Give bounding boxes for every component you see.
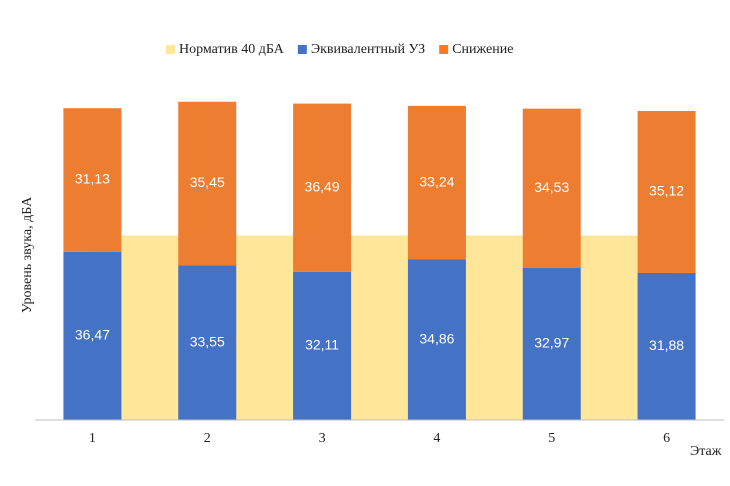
data-label: 32,11 bbox=[305, 337, 339, 353]
legend-label: Норматив 40 дБА bbox=[179, 42, 285, 57]
legend-swatch bbox=[439, 45, 449, 54]
legend-label: Снижение bbox=[452, 42, 513, 57]
x-tick-label: 6 bbox=[663, 431, 670, 446]
legend-swatch bbox=[166, 45, 175, 54]
data-label: 31,88 bbox=[649, 337, 684, 353]
data-label: 36,47 bbox=[75, 327, 110, 343]
x-tick-label: 3 bbox=[319, 431, 326, 446]
bar bbox=[522, 267, 581, 420]
bar bbox=[407, 105, 466, 260]
legend-swatch bbox=[297, 45, 307, 54]
x-tick-label: 4 bbox=[433, 431, 440, 446]
bar bbox=[522, 108, 581, 268]
bar bbox=[63, 108, 122, 252]
bar bbox=[407, 259, 466, 420]
x-tick-label: 1 bbox=[89, 431, 96, 446]
bar bbox=[637, 110, 696, 273]
x-tick-label: 2 bbox=[204, 431, 211, 446]
bar bbox=[293, 271, 352, 420]
data-label: 34,53 bbox=[534, 179, 569, 195]
data-label: 31,13 bbox=[75, 171, 110, 187]
data-label: 34,86 bbox=[419, 330, 454, 346]
bar bbox=[293, 103, 352, 272]
bar bbox=[178, 265, 237, 420]
x-axis-label: Этаж bbox=[690, 444, 722, 459]
bar bbox=[63, 251, 122, 420]
data-label: 33,24 bbox=[419, 173, 454, 189]
y-axis-label: Уровень звука, дБА bbox=[20, 196, 35, 313]
bar bbox=[637, 272, 696, 420]
data-label: 36,49 bbox=[305, 178, 340, 194]
legend-label: Эквивалентный УЗ bbox=[311, 42, 425, 57]
data-label: 35,45 bbox=[190, 174, 225, 190]
data-label: 32,97 bbox=[534, 335, 569, 351]
bar bbox=[178, 101, 237, 266]
x-tick-label: 5 bbox=[548, 431, 555, 446]
data-label: 35,12 bbox=[649, 183, 684, 199]
data-label: 33,55 bbox=[190, 333, 225, 349]
